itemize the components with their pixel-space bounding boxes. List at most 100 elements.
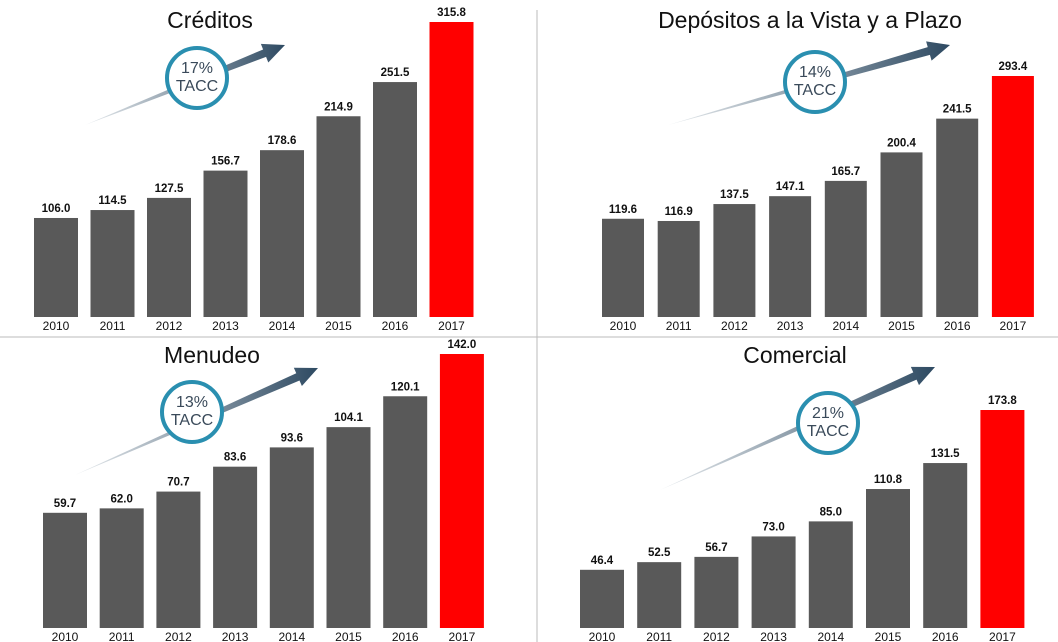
value-label: 56.7: [705, 542, 727, 554]
x-tick-label: 2015: [335, 630, 362, 642]
value-label: 127.5: [155, 183, 184, 195]
x-tick-label: 2017: [1000, 319, 1027, 333]
x-tick-label: 2016: [944, 319, 971, 333]
value-label: 106.0: [42, 203, 71, 215]
bar: [383, 396, 428, 628]
bar: [99, 508, 144, 628]
bar: [657, 220, 700, 317]
x-tick-label: 2016: [392, 630, 419, 642]
bar: [936, 118, 979, 317]
chart-title: Créditos: [167, 7, 253, 33]
annotation: TACC: [794, 82, 836, 99]
value-label: 119.6: [609, 204, 637, 216]
x-tick-label: 2010: [52, 630, 79, 642]
value-label: 104.1: [334, 412, 363, 424]
x-tick-label: 2017: [449, 630, 476, 642]
x-tick-label: 2016: [382, 319, 409, 333]
bar: [713, 204, 756, 317]
bar: [90, 210, 135, 317]
x-tick-label: 2017: [989, 630, 1016, 642]
annotation: TACC: [176, 78, 218, 95]
value-label: 70.7: [167, 477, 189, 489]
x-tick-label: 2015: [888, 319, 915, 333]
x-tick-label: 2013: [777, 319, 804, 333]
x-tick-label: 2012: [156, 319, 183, 333]
value-label: 62.0: [111, 493, 133, 505]
badge: [783, 50, 847, 114]
bar: [923, 463, 968, 628]
value-label: 142.0: [448, 339, 477, 351]
bar: [439, 354, 484, 628]
bar: [213, 466, 258, 628]
value-label: 73.0: [762, 521, 784, 533]
value-label: 165.7: [831, 166, 860, 178]
x-tick-label: 2011: [646, 630, 672, 642]
value-label: 93.6: [281, 432, 303, 444]
bar: [580, 569, 624, 628]
value-label: 131.5: [931, 448, 960, 460]
bar: [769, 196, 812, 317]
x-tick-label: 2014: [817, 630, 844, 642]
bar: [269, 447, 314, 628]
value-label: 147.1: [776, 181, 805, 193]
x-tick-label: 2014: [278, 630, 305, 642]
value-label: 178.6: [268, 135, 297, 147]
x-tick-label: 2011: [666, 319, 692, 333]
bar: [34, 217, 78, 317]
value-label: 114.5: [98, 195, 127, 207]
x-tick-label: 2014: [269, 319, 296, 333]
x-tick-label: 2014: [832, 319, 859, 333]
x-tick-label: 2015: [875, 630, 902, 642]
bar: [156, 491, 201, 628]
value-label: 315.8: [437, 7, 466, 19]
value-label: 110.8: [874, 474, 903, 486]
annotation: 13%: [176, 394, 208, 411]
value-label: 173.8: [988, 395, 1017, 407]
bar: [203, 170, 248, 317]
x-tick-label: 2013: [212, 319, 239, 333]
chart-title: Comercial: [743, 342, 847, 368]
value-label: 200.4: [887, 137, 916, 149]
bar: [808, 521, 853, 628]
value-label: 83.6: [224, 452, 246, 464]
bar: [751, 536, 796, 628]
x-tick-label: 2012: [165, 630, 192, 642]
value-label: 85.0: [820, 506, 842, 518]
x-tick-label: 2010: [610, 319, 637, 333]
x-tick-label: 2011: [109, 630, 135, 642]
annotation: TACC: [807, 423, 849, 440]
x-tick-label: 2016: [932, 630, 959, 642]
x-tick-label: 2017: [438, 319, 465, 333]
annotation: 21%: [812, 405, 844, 422]
value-label: 214.9: [324, 101, 353, 113]
badge: [165, 46, 229, 110]
bar: [316, 116, 361, 317]
badge: [160, 380, 224, 444]
value-label: 137.5: [720, 189, 749, 201]
x-tick-label: 2013: [760, 630, 787, 642]
bar: [694, 556, 739, 628]
bar: [260, 150, 304, 317]
x-tick-label: 2013: [222, 630, 249, 642]
bar: [824, 180, 867, 317]
bar: [880, 152, 923, 317]
bar: [43, 512, 87, 628]
annotation: TACC: [171, 412, 213, 429]
bar: [326, 427, 371, 628]
bar: [602, 218, 644, 317]
chart-title: Menudeo: [164, 342, 260, 368]
bar: [147, 197, 191, 317]
x-tick-label: 2015: [325, 319, 352, 333]
bar: [373, 82, 417, 317]
bar: [866, 489, 910, 628]
badge: [796, 391, 860, 455]
x-tick-label: 2010: [43, 319, 70, 333]
x-tick-label: 2012: [721, 319, 748, 333]
chart-title: Depósitos a la Vista y a Plazo: [658, 7, 962, 33]
value-label: 59.7: [54, 498, 76, 510]
value-label: 52.5: [648, 547, 671, 559]
value-label: 251.5: [381, 67, 410, 79]
value-label: 156.7: [211, 156, 240, 168]
bar: [980, 410, 1025, 628]
